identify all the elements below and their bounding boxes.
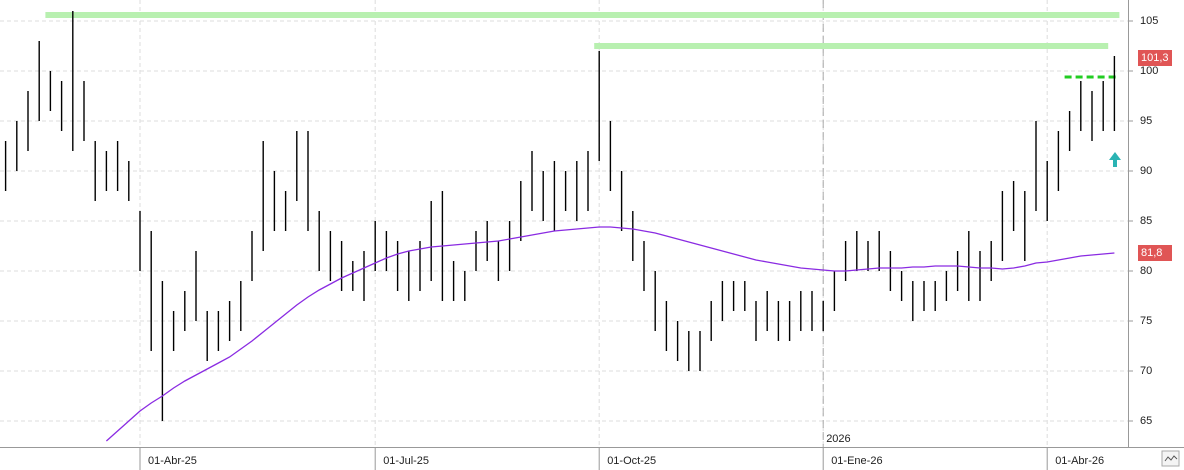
- y-tick-label: 90: [1140, 165, 1152, 177]
- y-tick-label: 80: [1140, 265, 1152, 277]
- y-tick-label: 85: [1140, 215, 1152, 227]
- x-tick-label: 01-Abr-25: [148, 455, 197, 467]
- x-tick-label: 01-Abr-26: [1055, 455, 1104, 467]
- y-tick-label: 65: [1140, 415, 1152, 427]
- menu-button[interactable]: [1161, 450, 1180, 467]
- menu-icon: [1164, 455, 1178, 462]
- price-tag-label: 101,3: [1141, 52, 1169, 64]
- price-tag-label: 81,8: [1141, 247, 1162, 259]
- moving-average: [105, 226, 1115, 442]
- y-tick-label: 105: [1140, 15, 1158, 27]
- price-tag: [1138, 245, 1172, 261]
- up-arrow: [1109, 152, 1121, 167]
- year-label: 2026: [826, 433, 850, 445]
- arrow-icon: [1109, 152, 1121, 167]
- y-tick-label: 95: [1140, 115, 1152, 127]
- y-tick-label: 75: [1140, 315, 1152, 327]
- x-tick-label: 01-Ene-26: [831, 455, 882, 467]
- y-tick-label: 70: [1140, 365, 1152, 377]
- price-tag: [1138, 50, 1172, 66]
- y-tick-label: 100: [1140, 65, 1158, 77]
- x-tick-label: 01-Oct-25: [607, 455, 656, 467]
- x-tick-label: 01-Jul-25: [383, 455, 429, 467]
